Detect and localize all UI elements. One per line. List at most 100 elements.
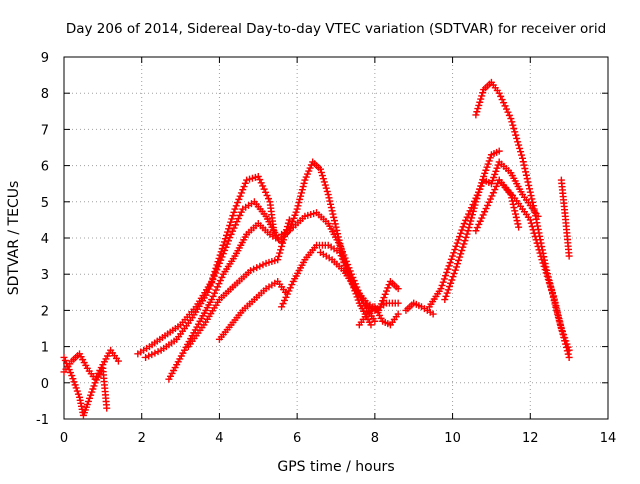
data-point (455, 256, 463, 264)
data-point (341, 261, 349, 269)
data-point (476, 185, 484, 193)
data-point (476, 98, 484, 106)
data-point (227, 230, 235, 238)
y-tick-label: 3 (41, 268, 49, 283)
data-point (526, 188, 534, 196)
data-point (230, 224, 238, 232)
y-tick-label: 4 (41, 232, 49, 247)
data-point (546, 282, 554, 290)
data-point (534, 242, 542, 250)
data-point (451, 246, 459, 254)
data-point (68, 372, 76, 380)
data-point (537, 252, 545, 260)
data-point (292, 208, 300, 216)
data-point (526, 216, 534, 224)
data-point (449, 252, 457, 260)
data-point (235, 195, 243, 203)
data-point (288, 281, 296, 289)
y-tick-label: 1 (41, 341, 49, 356)
data-point (545, 279, 553, 287)
data-point (208, 296, 216, 304)
data-point (74, 390, 82, 398)
data-point (229, 227, 237, 235)
data-point (247, 267, 255, 275)
data-point (475, 220, 483, 228)
data-point (241, 179, 249, 187)
data-point (551, 298, 559, 306)
data-point (466, 220, 474, 228)
data-point (562, 337, 570, 345)
data-point (524, 178, 532, 186)
data-point (286, 284, 294, 292)
data-point (501, 102, 509, 110)
data-point (442, 272, 450, 280)
data-point (480, 172, 488, 180)
data-point (281, 296, 289, 304)
data-point (71, 381, 79, 389)
data-point (384, 284, 392, 292)
data-point (336, 248, 344, 256)
data-point (452, 242, 460, 250)
data-point (539, 259, 547, 267)
series-arc-12 (355, 303, 402, 329)
data-point (83, 401, 91, 409)
data-point (295, 199, 303, 207)
data-point (148, 351, 156, 359)
series-arc-11 (316, 248, 402, 314)
data-point (472, 111, 480, 119)
data-point (278, 303, 286, 311)
data-point (215, 259, 223, 267)
data-point (529, 198, 537, 206)
data-point (498, 96, 506, 104)
data-point (512, 210, 520, 218)
data-point (240, 183, 248, 191)
data-point (550, 295, 558, 303)
y-tick-label: 8 (41, 87, 49, 102)
data-point (439, 278, 447, 286)
data-point (331, 220, 339, 228)
data-point (547, 285, 555, 293)
data-point (214, 263, 222, 271)
data-point (447, 279, 455, 287)
y-tick-label: 6 (41, 160, 49, 175)
data-point (473, 224, 481, 232)
data-point (473, 108, 481, 116)
data-point (224, 237, 232, 245)
data-point (509, 200, 517, 208)
data-point (536, 249, 544, 257)
data-point (253, 264, 261, 272)
data-point (486, 195, 494, 203)
data-point (233, 218, 241, 226)
x-tick-label: 12 (522, 431, 539, 446)
data-point (471, 201, 479, 209)
data-point (533, 239, 541, 247)
data-point (553, 305, 561, 313)
data-point (260, 185, 268, 193)
data-point (236, 211, 244, 219)
data-point (517, 148, 525, 156)
data-marks (60, 78, 573, 419)
data-point (283, 290, 291, 298)
data-point (332, 223, 340, 231)
data-point (221, 246, 229, 254)
data-point (330, 217, 338, 225)
data-point (325, 194, 333, 202)
data-point (529, 226, 537, 234)
data-point (394, 299, 402, 307)
data-point (450, 269, 458, 277)
data-point (487, 180, 495, 188)
data-point (228, 215, 236, 223)
data-point (489, 189, 497, 197)
data-point (236, 192, 244, 200)
data-point (510, 124, 518, 132)
data-point (514, 138, 522, 146)
data-point (154, 348, 162, 356)
data-point (469, 207, 477, 215)
data-point (229, 212, 237, 220)
data-point (327, 204, 335, 212)
data-point (215, 280, 223, 288)
data-point (443, 268, 451, 276)
data-point (462, 233, 470, 241)
data-point (540, 262, 548, 270)
